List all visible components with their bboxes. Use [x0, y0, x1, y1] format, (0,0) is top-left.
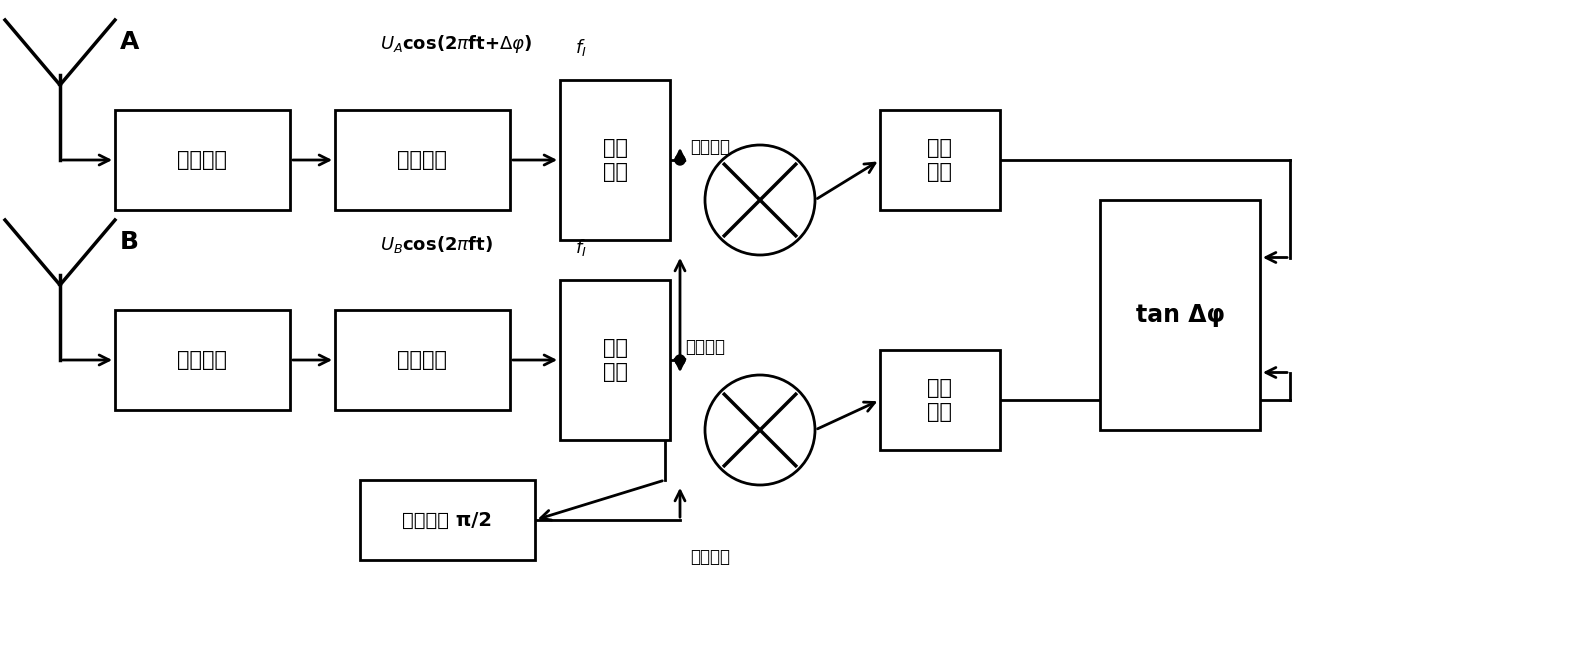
- Circle shape: [675, 155, 684, 165]
- Text: 中频信号: 中频信号: [691, 138, 730, 156]
- Bar: [561, 280, 670, 440]
- Text: A: A: [120, 30, 139, 54]
- Text: $U_B$cos(2$\pi$ft): $U_B$cos(2$\pi$ft): [380, 234, 493, 255]
- Circle shape: [705, 145, 816, 255]
- Text: $f_I$: $f_I$: [575, 37, 586, 58]
- Text: tan Δφ: tan Δφ: [1136, 303, 1224, 327]
- Text: 相位延迟 π/2: 相位延迟 π/2: [402, 510, 493, 529]
- Bar: [334, 110, 510, 210]
- Text: 带通
滤波: 带通 滤波: [602, 339, 627, 382]
- Circle shape: [705, 375, 816, 485]
- Text: 射频前端: 射频前端: [177, 150, 228, 170]
- Circle shape: [675, 355, 684, 365]
- Text: 低通
滤波: 低通 滤波: [928, 379, 952, 422]
- Bar: [360, 480, 535, 560]
- Bar: [881, 110, 1000, 210]
- Text: 射频前端: 射频前端: [177, 350, 228, 370]
- Bar: [881, 350, 1000, 450]
- Bar: [334, 310, 510, 410]
- Bar: [116, 110, 290, 210]
- Bar: [1099, 200, 1259, 430]
- Text: 带通采样: 带通采样: [398, 150, 448, 170]
- Text: 低通
滤波: 低通 滤波: [928, 138, 952, 181]
- Text: $f_I$: $f_I$: [575, 237, 586, 258]
- Text: 中频信号: 中频信号: [684, 338, 725, 356]
- Text: 带通采样: 带通采样: [398, 350, 448, 370]
- Bar: [561, 80, 670, 240]
- Bar: [116, 310, 290, 410]
- Text: 中频信号: 中频信号: [691, 548, 730, 566]
- Text: 带通
滤波: 带通 滤波: [602, 138, 627, 181]
- Text: B: B: [120, 230, 139, 254]
- Text: $U_A$cos(2$\pi$ft+$\Delta\varphi$): $U_A$cos(2$\pi$ft+$\Delta\varphi$): [380, 33, 532, 55]
